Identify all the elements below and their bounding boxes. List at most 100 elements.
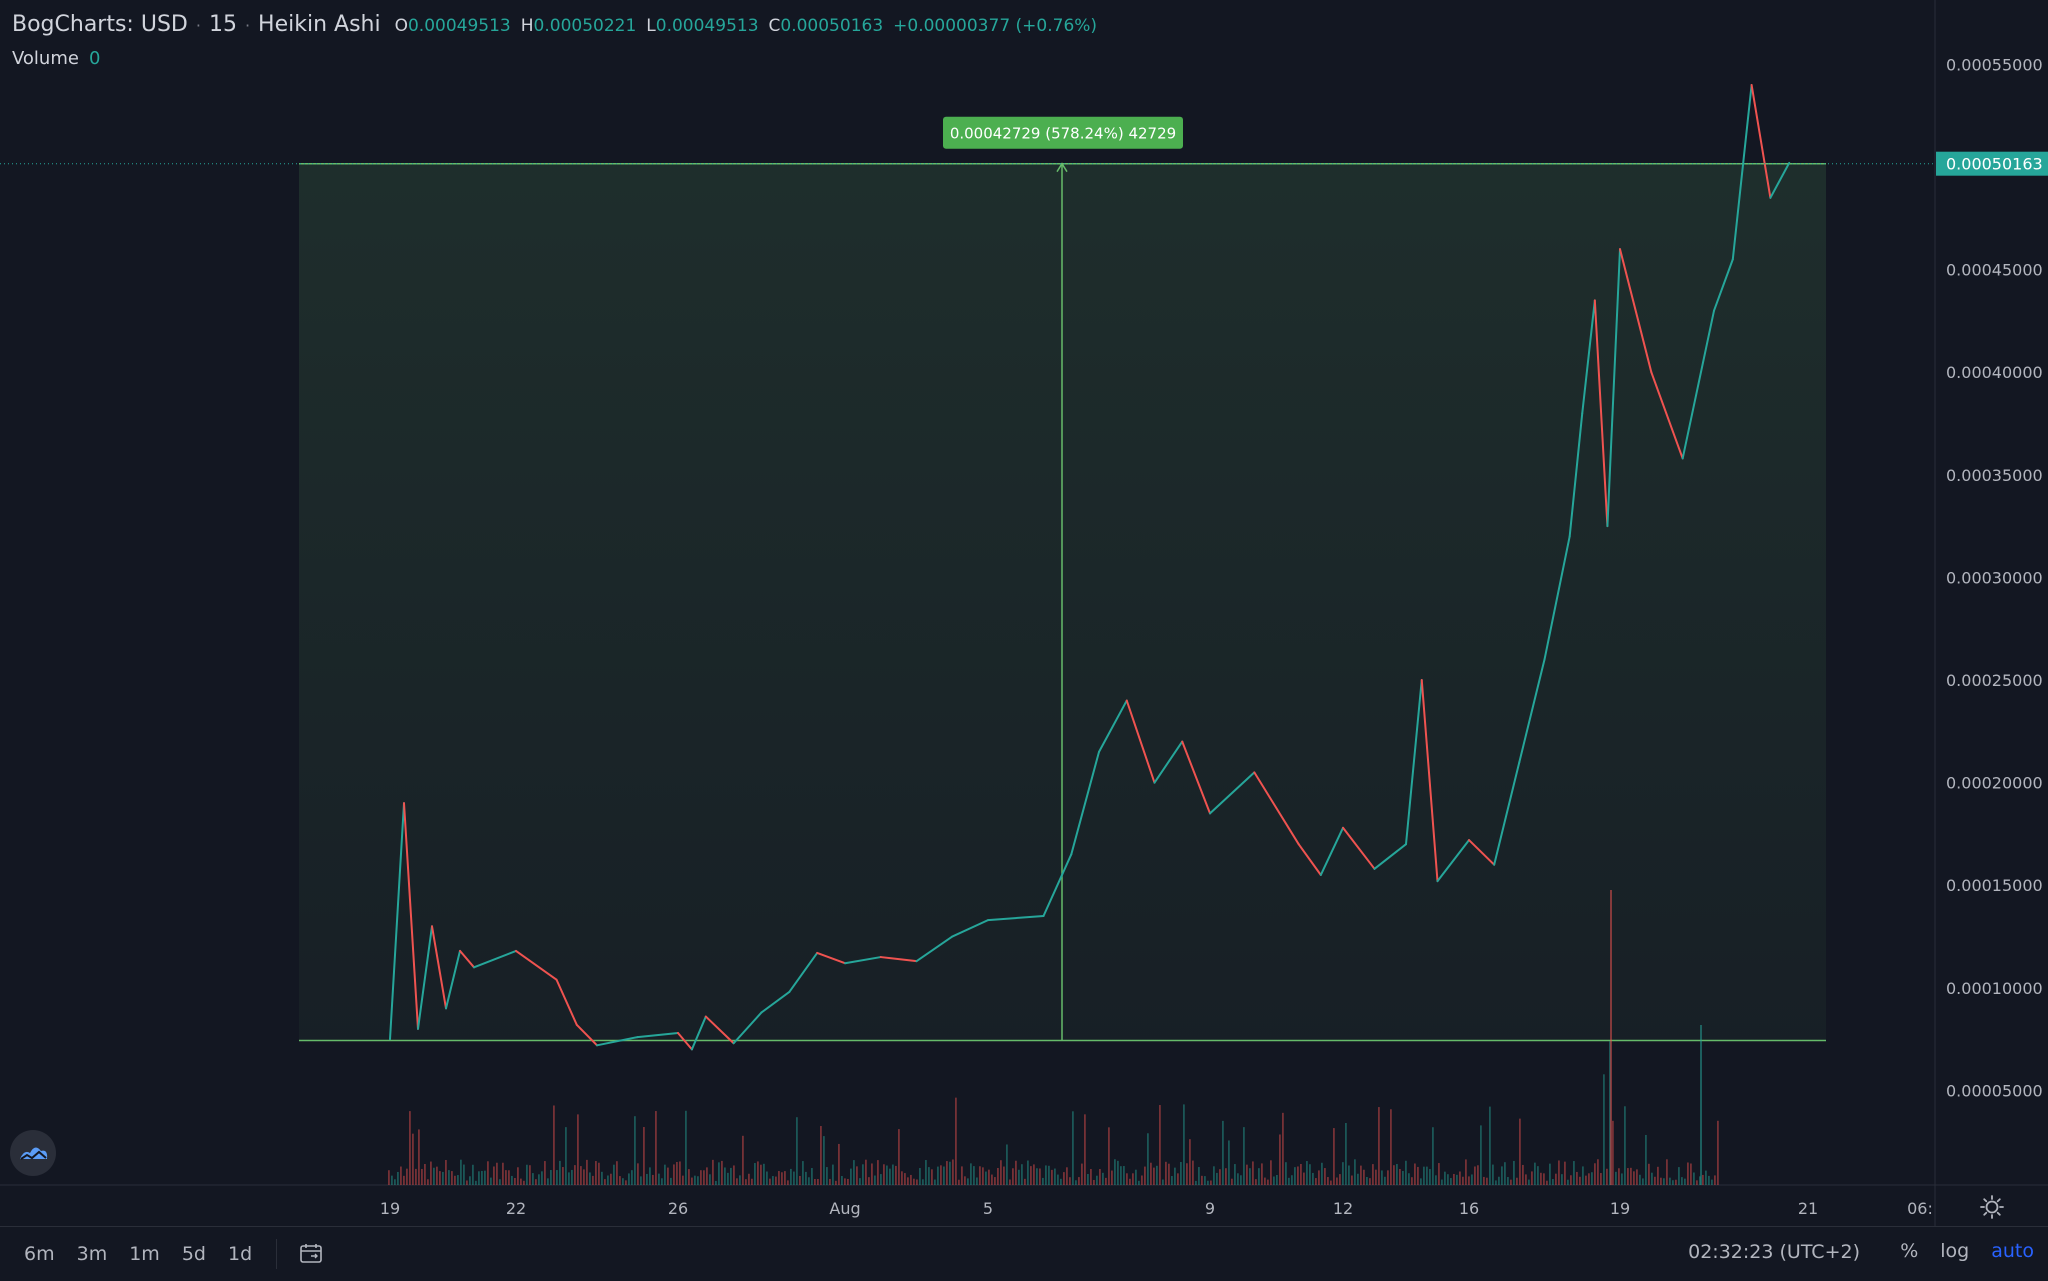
range-6m-button[interactable]: 6m bbox=[24, 1243, 55, 1265]
price-segment bbox=[1253, 771, 1300, 846]
volume-bar bbox=[736, 1178, 738, 1185]
volume-bar bbox=[946, 1161, 948, 1185]
price-segment bbox=[431, 925, 447, 1010]
volume-label: Volume bbox=[12, 48, 79, 69]
low-value: 0.00049513 bbox=[655, 16, 759, 36]
volume-bar bbox=[550, 1170, 552, 1185]
chart-style[interactable]: Heikin Ashi bbox=[258, 12, 381, 37]
volume-bar bbox=[1684, 1178, 1686, 1185]
volume-bar bbox=[1610, 890, 1612, 1185]
volume-bar bbox=[1327, 1177, 1329, 1185]
volume-bar bbox=[934, 1179, 936, 1185]
volume-bar bbox=[1411, 1177, 1413, 1185]
volume-bar bbox=[1609, 1041, 1611, 1185]
price-segment bbox=[459, 949, 475, 969]
price-segment bbox=[1619, 248, 1653, 374]
volume-bar bbox=[1264, 1177, 1266, 1185]
volume-bar bbox=[1699, 1176, 1701, 1185]
price-tick-label: 0.00010000 bbox=[1946, 979, 2043, 998]
volume-bar bbox=[1351, 1175, 1353, 1185]
volume-bar bbox=[1354, 1159, 1356, 1185]
symbol-name[interactable]: BogCharts: USD bbox=[12, 12, 188, 37]
volume-bar bbox=[1672, 1180, 1674, 1185]
volume-bar bbox=[1456, 1174, 1458, 1185]
volume-bar bbox=[451, 1171, 453, 1185]
price-segment bbox=[403, 802, 419, 1030]
range-1d-button[interactable]: 1d bbox=[227, 1243, 253, 1265]
volume-legend[interactable]: Volume 0 bbox=[12, 48, 100, 69]
volume-bar bbox=[1171, 1176, 1173, 1185]
percent-scale-toggle[interactable]: % bbox=[1900, 1240, 1919, 1262]
calendar-goto-icon[interactable] bbox=[299, 1243, 325, 1265]
volume-bar bbox=[439, 1171, 441, 1185]
volume-bar bbox=[1198, 1167, 1200, 1185]
volume-bar bbox=[790, 1168, 792, 1185]
volume-bar bbox=[652, 1174, 654, 1185]
volume-bar bbox=[970, 1163, 972, 1185]
volume-bar bbox=[1483, 1176, 1485, 1185]
volume-bar bbox=[556, 1170, 558, 1185]
volume-bar bbox=[1204, 1176, 1206, 1185]
low-key: L bbox=[646, 16, 656, 36]
auto-scale-toggle[interactable]: auto bbox=[1991, 1240, 2034, 1262]
clock-timezone[interactable]: 02:32:23 (UTC+2) bbox=[1688, 1241, 1860, 1263]
symbol-legend[interactable]: BogCharts: USD · 15 · Heikin Ashi O0.000… bbox=[12, 12, 1097, 37]
price-segment bbox=[1125, 699, 1156, 784]
volume-bar bbox=[1513, 1160, 1515, 1185]
volume-bar bbox=[1681, 1177, 1683, 1185]
range-5d-button[interactable]: 5d bbox=[181, 1243, 206, 1265]
volume-bar bbox=[571, 1169, 573, 1185]
volume-bar bbox=[1303, 1172, 1305, 1185]
log-scale-toggle[interactable]: log bbox=[1940, 1240, 1970, 1262]
volume-bar bbox=[802, 1161, 804, 1185]
tradingview-logo-icon[interactable] bbox=[10, 1130, 56, 1176]
volume-bar bbox=[1111, 1170, 1113, 1185]
volume-bar bbox=[745, 1179, 747, 1185]
volume-bar bbox=[586, 1159, 588, 1185]
volume-bar bbox=[1423, 1166, 1425, 1185]
time-tick-label: 16 bbox=[1459, 1199, 1479, 1218]
price-tick-label: 0.00045000 bbox=[1946, 261, 2043, 280]
volume-bar bbox=[661, 1178, 663, 1185]
volume-bar bbox=[697, 1176, 699, 1185]
volume-bar bbox=[1702, 1174, 1704, 1185]
time-tick-label: 19 bbox=[380, 1199, 400, 1218]
volume-bar bbox=[1135, 1169, 1137, 1185]
volume-bar bbox=[1042, 1177, 1044, 1185]
volume-bar bbox=[565, 1127, 567, 1185]
volume-bar bbox=[1000, 1160, 1002, 1185]
volume-bar bbox=[1405, 1160, 1407, 1185]
bottom-toolbar: 6m 3m 1m 5d 1d 02:32:23 (UTC+2) % log au… bbox=[0, 1226, 2048, 1281]
volume-bar bbox=[1573, 1161, 1575, 1185]
price-chart[interactable]: 0.000550000.000500000.000450000.00040000… bbox=[0, 0, 2048, 1226]
volume-bar bbox=[1510, 1179, 1512, 1185]
price-tick-label: 0.00015000 bbox=[1946, 876, 2043, 895]
price-segment bbox=[1405, 679, 1423, 846]
volume-bar bbox=[1663, 1178, 1665, 1185]
volume-bar bbox=[1507, 1177, 1509, 1185]
range-3m-button[interactable]: 3m bbox=[76, 1243, 108, 1265]
volume-bar bbox=[874, 1175, 876, 1185]
volume-bar bbox=[649, 1167, 651, 1185]
volume-bar bbox=[685, 1110, 687, 1185]
volume-bar bbox=[826, 1167, 828, 1185]
volume-bar bbox=[1222, 1120, 1224, 1185]
volume-bar bbox=[496, 1162, 498, 1185]
high-value: 0.00050221 bbox=[533, 16, 637, 36]
last-price-label: 0.00050163 bbox=[1946, 155, 2043, 174]
interval[interactable]: 15 bbox=[208, 12, 237, 37]
volume-bar bbox=[1477, 1165, 1479, 1185]
volume-bar bbox=[988, 1169, 990, 1185]
volume-bar bbox=[1279, 1134, 1281, 1185]
price-tick-label: 0.00030000 bbox=[1946, 568, 2043, 587]
volume-bar bbox=[1330, 1180, 1332, 1185]
gear-icon[interactable] bbox=[1979, 1194, 2005, 1220]
volume-bar bbox=[820, 1126, 822, 1185]
measure-label-box bbox=[943, 116, 1183, 149]
price-segment bbox=[1581, 299, 1596, 415]
range-1m-button[interactable]: 1m bbox=[129, 1243, 160, 1265]
volume-bar bbox=[415, 1168, 417, 1185]
volume-bar bbox=[1447, 1174, 1449, 1185]
time-tick-label: Aug bbox=[829, 1199, 860, 1218]
volume-bar bbox=[523, 1180, 525, 1185]
